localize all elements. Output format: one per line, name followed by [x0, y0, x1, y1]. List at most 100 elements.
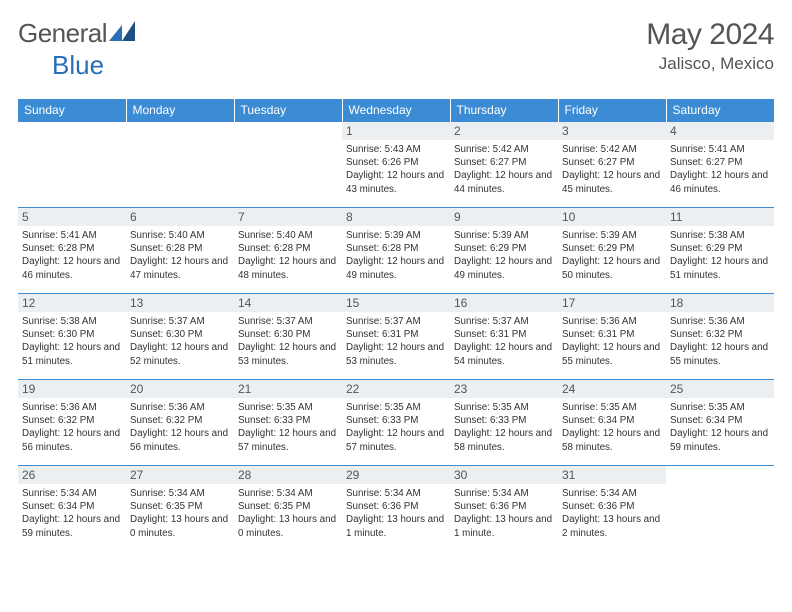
calendar-page: General May 2024 Jalisco, Mexico Blue Su… — [0, 0, 792, 562]
empty-cell — [126, 122, 234, 208]
empty-cell — [666, 466, 774, 552]
day-cell: 3 Sunrise: 5:42 AMSunset: 6:27 PMDaylight… — [558, 122, 666, 208]
title-block: May 2024 Jalisco, Mexico — [646, 18, 774, 74]
calendar-table: SundayMondayTuesdayWednesdayThursdayFrid… — [18, 99, 774, 552]
day-cell: 11Sunrise: 5:38 AMSunset: 6:29 PMDayligh… — [666, 208, 774, 294]
week-row: 19Sunrise: 5:36 AMSunset: 6:32 PMDayligh… — [18, 380, 774, 466]
day-details: Sunrise: 5:37 AMSunset: 6:31 PMDaylight:… — [454, 315, 554, 368]
day-cell: 12 Sunrise: 5:38 AMSunset: 6:30 PMDayligh… — [18, 294, 126, 380]
day-number: 14 — [234, 294, 342, 312]
day-number: 22 — [342, 380, 450, 398]
week-row: 5 Sunrise: 5:41 AMSunset: 6:28 PMDaylight… — [18, 208, 774, 294]
dow-sunday: Sunday — [18, 99, 126, 122]
day-cell: 15 Sunrise: 5:37 AMSunset: 6:31 PMDayligh… — [342, 294, 450, 380]
dow-friday: Friday — [558, 99, 666, 122]
empty-cell — [234, 122, 342, 208]
day-details: Sunrise: 5:34 AMSunset: 6:36 PMDaylight:… — [562, 487, 662, 540]
day-details: Sunrise: 5:42 AMSunset: 6:27 PMDaylight:… — [562, 143, 662, 196]
week-row: 1 Sunrise: 5:43 AMSunset: 6:26 PMDaylight… — [18, 122, 774, 208]
logo-text-1: General — [18, 18, 107, 49]
empty-cell — [18, 122, 126, 208]
day-details: Sunrise: 5:40 AMSunset: 6:28 PMDaylight:… — [130, 229, 230, 282]
day-details: Sunrise: 5:42 AMSunset: 6:27 PMDaylight:… — [454, 143, 554, 196]
day-cell: 1 Sunrise: 5:43 AMSunset: 6:26 PMDaylight… — [342, 122, 450, 208]
day-number: 16 — [450, 294, 558, 312]
day-number: 24 — [558, 380, 666, 398]
dow-saturday: Saturday — [666, 99, 774, 122]
day-details: Sunrise: 5:38 AMSunset: 6:30 PMDaylight:… — [22, 315, 122, 368]
day-details: Sunrise: 5:34 AMSunset: 6:35 PMDaylight:… — [130, 487, 230, 540]
day-number: 23 — [450, 380, 558, 398]
day-cell: 24 Sunrise: 5:35 AMSunset: 6:34 PMDayligh… — [558, 380, 666, 466]
day-number: 20 — [126, 380, 234, 398]
day-cell: 13 Sunrise: 5:37 AMSunset: 6:30 PMDayligh… — [126, 294, 234, 380]
day-details: Sunrise: 5:39 AMSunset: 6:28 PMDaylight:… — [346, 229, 446, 282]
dow-monday: Monday — [126, 99, 234, 122]
day-cell: 22 Sunrise: 5:35 AMSunset: 6:33 PMDayligh… — [342, 380, 450, 466]
day-cell: 9 Sunrise: 5:39 AMSunset: 6:29 PMDaylight… — [450, 208, 558, 294]
day-cell: 8 Sunrise: 5:39 AMSunset: 6:28 PMDaylight… — [342, 208, 450, 294]
logo: General — [18, 18, 135, 49]
day-number: 5 — [18, 208, 126, 226]
day-details: Sunrise: 5:37 AMSunset: 6:30 PMDaylight:… — [238, 315, 338, 368]
day-number: 31 — [558, 466, 666, 484]
day-cell: 28 Sunrise: 5:34 AMSunset: 6:35 PMDayligh… — [234, 466, 342, 552]
logo-flag-icon — [109, 21, 135, 41]
week-row: 26Sunrise: 5:34 AMSunset: 6:34 PMDayligh… — [18, 466, 774, 552]
day-number: 12 — [18, 294, 126, 312]
logo-text-2: Blue — [52, 50, 104, 80]
day-number: 11 — [666, 208, 774, 226]
day-number: 9 — [450, 208, 558, 226]
day-cell: 30 Sunrise: 5:34 AMSunset: 6:36 PMDayligh… — [450, 466, 558, 552]
day-details: Sunrise: 5:35 AMSunset: 6:33 PMDaylight:… — [238, 401, 338, 454]
day-details: Sunrise: 5:36 AMSunset: 6:31 PMDaylight:… — [562, 315, 662, 368]
day-number: 7 — [234, 208, 342, 226]
day-cell: 14 Sunrise: 5:37 AMSunset: 6:30 PMDayligh… — [234, 294, 342, 380]
day-details: Sunrise: 5:35 AMSunset: 6:33 PMDaylight:… — [346, 401, 446, 454]
day-details: Sunrise: 5:36 AMSunset: 6:32 PMDaylight:… — [130, 401, 230, 454]
day-number: 13 — [126, 294, 234, 312]
day-number: 27 — [126, 466, 234, 484]
day-number: 10 — [558, 208, 666, 226]
dow-thursday: Thursday — [450, 99, 558, 122]
week-row: 12 Sunrise: 5:38 AMSunset: 6:30 PMDayligh… — [18, 294, 774, 380]
day-number: 4 — [666, 122, 774, 140]
day-of-week-row: SundayMondayTuesdayWednesdayThursdayFrid… — [18, 99, 774, 122]
day-details: Sunrise: 5:35 AMSunset: 6:34 PMDaylight:… — [562, 401, 662, 454]
dow-tuesday: Tuesday — [234, 99, 342, 122]
day-details: Sunrise: 5:43 AMSunset: 6:26 PMDaylight:… — [346, 143, 446, 196]
day-number: 18 — [666, 294, 774, 312]
day-details: Sunrise: 5:35 AMSunset: 6:34 PMDaylight:… — [670, 401, 770, 454]
day-cell: 26Sunrise: 5:34 AMSunset: 6:34 PMDayligh… — [18, 466, 126, 552]
day-details: Sunrise: 5:36 AMSunset: 6:32 PMDaylight:… — [22, 401, 122, 454]
day-number: 28 — [234, 466, 342, 484]
day-number: 29 — [342, 466, 450, 484]
day-cell: 17Sunrise: 5:36 AMSunset: 6:31 PMDayligh… — [558, 294, 666, 380]
day-number: 19 — [18, 380, 126, 398]
day-details: Sunrise: 5:40 AMSunset: 6:28 PMDaylight:… — [238, 229, 338, 282]
day-cell: 6Sunrise: 5:40 AMSunset: 6:28 PMDaylight… — [126, 208, 234, 294]
day-number: 15 — [342, 294, 450, 312]
day-number: 8 — [342, 208, 450, 226]
day-details: Sunrise: 5:35 AMSunset: 6:33 PMDaylight:… — [454, 401, 554, 454]
day-details: Sunrise: 5:34 AMSunset: 6:36 PMDaylight:… — [346, 487, 446, 540]
day-details: Sunrise: 5:34 AMSunset: 6:35 PMDaylight:… — [238, 487, 338, 540]
day-number: 3 — [558, 122, 666, 140]
day-details: Sunrise: 5:37 AMSunset: 6:30 PMDaylight:… — [130, 315, 230, 368]
day-number: 21 — [234, 380, 342, 398]
day-details: Sunrise: 5:37 AMSunset: 6:31 PMDaylight:… — [346, 315, 446, 368]
day-details: Sunrise: 5:41 AMSunset: 6:27 PMDaylight:… — [670, 143, 770, 196]
day-cell: 10Sunrise: 5:39 AMSunset: 6:29 PMDayligh… — [558, 208, 666, 294]
day-number: 1 — [342, 122, 450, 140]
day-cell: 5 Sunrise: 5:41 AMSunset: 6:28 PMDaylight… — [18, 208, 126, 294]
day-details: Sunrise: 5:39 AMSunset: 6:29 PMDaylight:… — [454, 229, 554, 282]
day-number: 30 — [450, 466, 558, 484]
day-number: 26 — [18, 466, 126, 484]
day-cell: 19 Sunrise: 5:36 AMSunset: 6:32 PMDayligh… — [18, 380, 126, 466]
day-cell: 31 Sunrise: 5:34 AMSunset: 6:36 PMDayligh… — [558, 466, 666, 552]
day-details: Sunrise: 5:34 AMSunset: 6:36 PMDaylight:… — [454, 487, 554, 540]
day-details: Sunrise: 5:41 AMSunset: 6:28 PMDaylight:… — [22, 229, 122, 282]
day-cell: 7 Sunrise: 5:40 AMSunset: 6:28 PMDaylight… — [234, 208, 342, 294]
month-title: May 2024 — [646, 18, 774, 52]
day-cell: 21 Sunrise: 5:35 AMSunset: 6:33 PMDayligh… — [234, 380, 342, 466]
